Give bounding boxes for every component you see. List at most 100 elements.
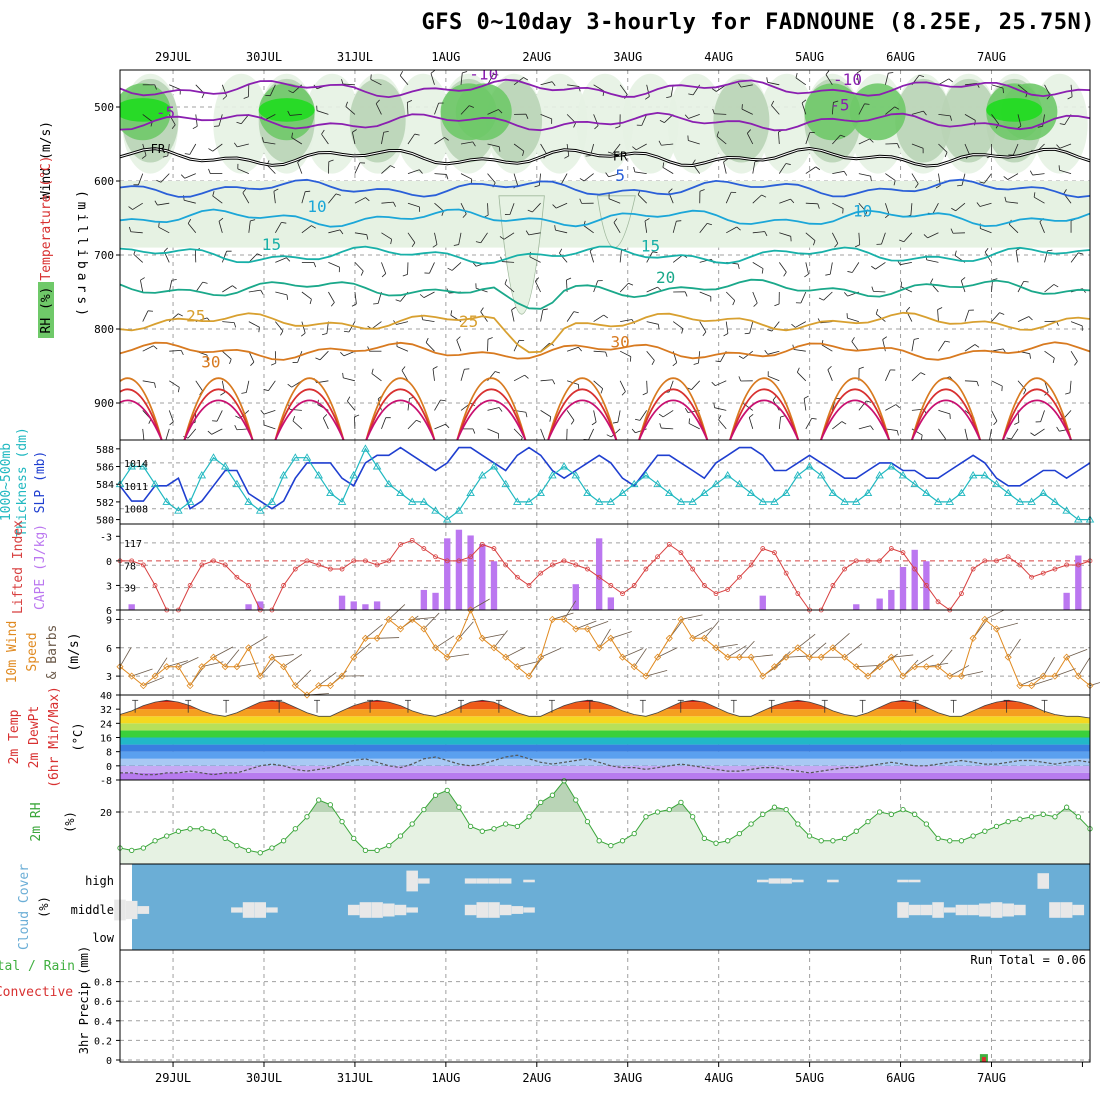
- wind-barb-flag: [220, 392, 225, 396]
- wind-barb: [275, 222, 282, 234]
- wind-barb-flag: [375, 99, 380, 104]
- wind-barb-flag: [851, 337, 855, 342]
- diurnal-isotherm: [120, 399, 163, 440]
- wind-barb: [593, 84, 605, 92]
- wind-barb: [222, 350, 232, 360]
- diurnal-isotherm: [729, 377, 800, 440]
- wind-barb-flag: [753, 302, 758, 307]
- rh2m-point: [1063, 804, 1070, 810]
- cloud-cell: [464, 904, 477, 916]
- wind-barb: [991, 380, 1003, 387]
- wind-barb: [991, 312, 1000, 322]
- wind-barb: [165, 428, 170, 440]
- wind-barb: [752, 194, 762, 204]
- wind-barb-flag: [895, 404, 900, 409]
- lifted-index-point: [292, 566, 298, 572]
- wind-barb: [291, 137, 303, 145]
- pressure-tick-label: 900: [94, 397, 114, 410]
- thickness-point: [396, 488, 405, 497]
- temp-band: [120, 723, 1090, 731]
- thickness-point: [898, 471, 908, 479]
- wind-barb-flag: [913, 338, 919, 340]
- lifted-index-point: [655, 554, 660, 560]
- rh2m-point: [841, 835, 848, 842]
- pressure-tick-label: 700: [94, 249, 114, 262]
- temp-tick-label: 8: [106, 748, 112, 759]
- wind-barb: [343, 350, 356, 357]
- thickness-axis-label: 1000~500mb: [0, 443, 14, 521]
- wind-barb-flag: [801, 99, 807, 104]
- wind-barb: [741, 108, 753, 115]
- wind-barb: [142, 310, 149, 322]
- wind-barb-flag: [208, 148, 213, 152]
- wind-barb-flag: [534, 185, 540, 188]
- wind-barb-flag: [524, 374, 529, 379]
- wind-barb: [778, 262, 787, 273]
- wind-barb: [875, 313, 886, 322]
- wind-barb: [801, 102, 807, 115]
- wind-barb-flag: [1030, 432, 1035, 436]
- wind-barb-flag: [1056, 426, 1060, 432]
- wind-barb-flag: [523, 77, 529, 81]
- wind-barb-flag: [613, 218, 618, 223]
- rh-axis-label: RH (%): [39, 287, 54, 334]
- wind-barb: [1040, 410, 1045, 422]
- cape-bar: [245, 604, 252, 610]
- wind-barb-flag: [944, 438, 946, 440]
- rh2m-point: [222, 835, 228, 842]
- wind-barb: [619, 380, 626, 392]
- wind-barb: [778, 163, 787, 174]
- contour-label: 10: [307, 197, 326, 216]
- wind-barb: [221, 251, 227, 263]
- wind-barb-flag: [286, 294, 289, 300]
- wind-barb-10m: [213, 646, 234, 658]
- wind-speed-point: [467, 606, 475, 614]
- wind-barb: [301, 225, 312, 234]
- wind-speed-point: [794, 644, 802, 652]
- wind-barb-flag: [935, 185, 941, 189]
- rh2m-point: [397, 833, 404, 839]
- wind-barb-flag: [257, 253, 262, 257]
- wind-barb-flag: [472, 141, 476, 147]
- wind-barb: [407, 133, 416, 145]
- wind-speed-point: [490, 644, 498, 652]
- wind-barb: [268, 380, 276, 391]
- thickness-point: [700, 488, 709, 497]
- wind-barb-flag: [652, 251, 658, 253]
- wind-tick-label: 6: [106, 644, 112, 655]
- diurnal-isotherm: [820, 377, 891, 440]
- thickness-point: [852, 497, 861, 505]
- wind-barb: [937, 309, 939, 322]
- wind-barb: [322, 417, 329, 430]
- wind-barb-flag: [737, 82, 742, 88]
- wind-barb: [301, 191, 306, 204]
- wind-barb-flag: [154, 84, 157, 90]
- rh2m-point: [561, 778, 567, 784]
- cloud-cell: [242, 902, 255, 918]
- wind-barb-flag: [1065, 392, 1071, 395]
- lifted-index-point: [339, 566, 345, 572]
- wind-barb: [832, 170, 845, 174]
- thickness-point: [746, 488, 756, 497]
- lifted-index-point: [199, 562, 205, 568]
- wind-barb: [187, 223, 197, 234]
- wind-barb-10m: [1031, 678, 1053, 686]
- wind-barb-flag: [1067, 96, 1073, 100]
- wind-speed-point: [747, 653, 755, 661]
- wind-barb-flag: [444, 137, 449, 141]
- wind-barb-flag: [659, 423, 662, 429]
- cloud-cell: [137, 906, 150, 914]
- wind-speed-point: [1051, 672, 1059, 680]
- day-label-top: 4AUG: [704, 50, 733, 64]
- wind-speed-point: [256, 672, 264, 680]
- wind-barb: [354, 291, 357, 304]
- wind-barb-flag: [154, 200, 158, 206]
- wind-barb-flag: [699, 189, 705, 192]
- rh2m-point: [467, 823, 474, 830]
- wind-barb-10m: [224, 649, 240, 667]
- upper-panel: -10 -5 FR 5 10 15 20 25 30 -10 -5 FR 10 15 25 30: [120, 70, 1090, 440]
- wind-barb: [610, 428, 621, 438]
- wind-barb-flag: [236, 121, 242, 125]
- wind-speed-point: [607, 634, 615, 642]
- thickness-point: [384, 479, 394, 488]
